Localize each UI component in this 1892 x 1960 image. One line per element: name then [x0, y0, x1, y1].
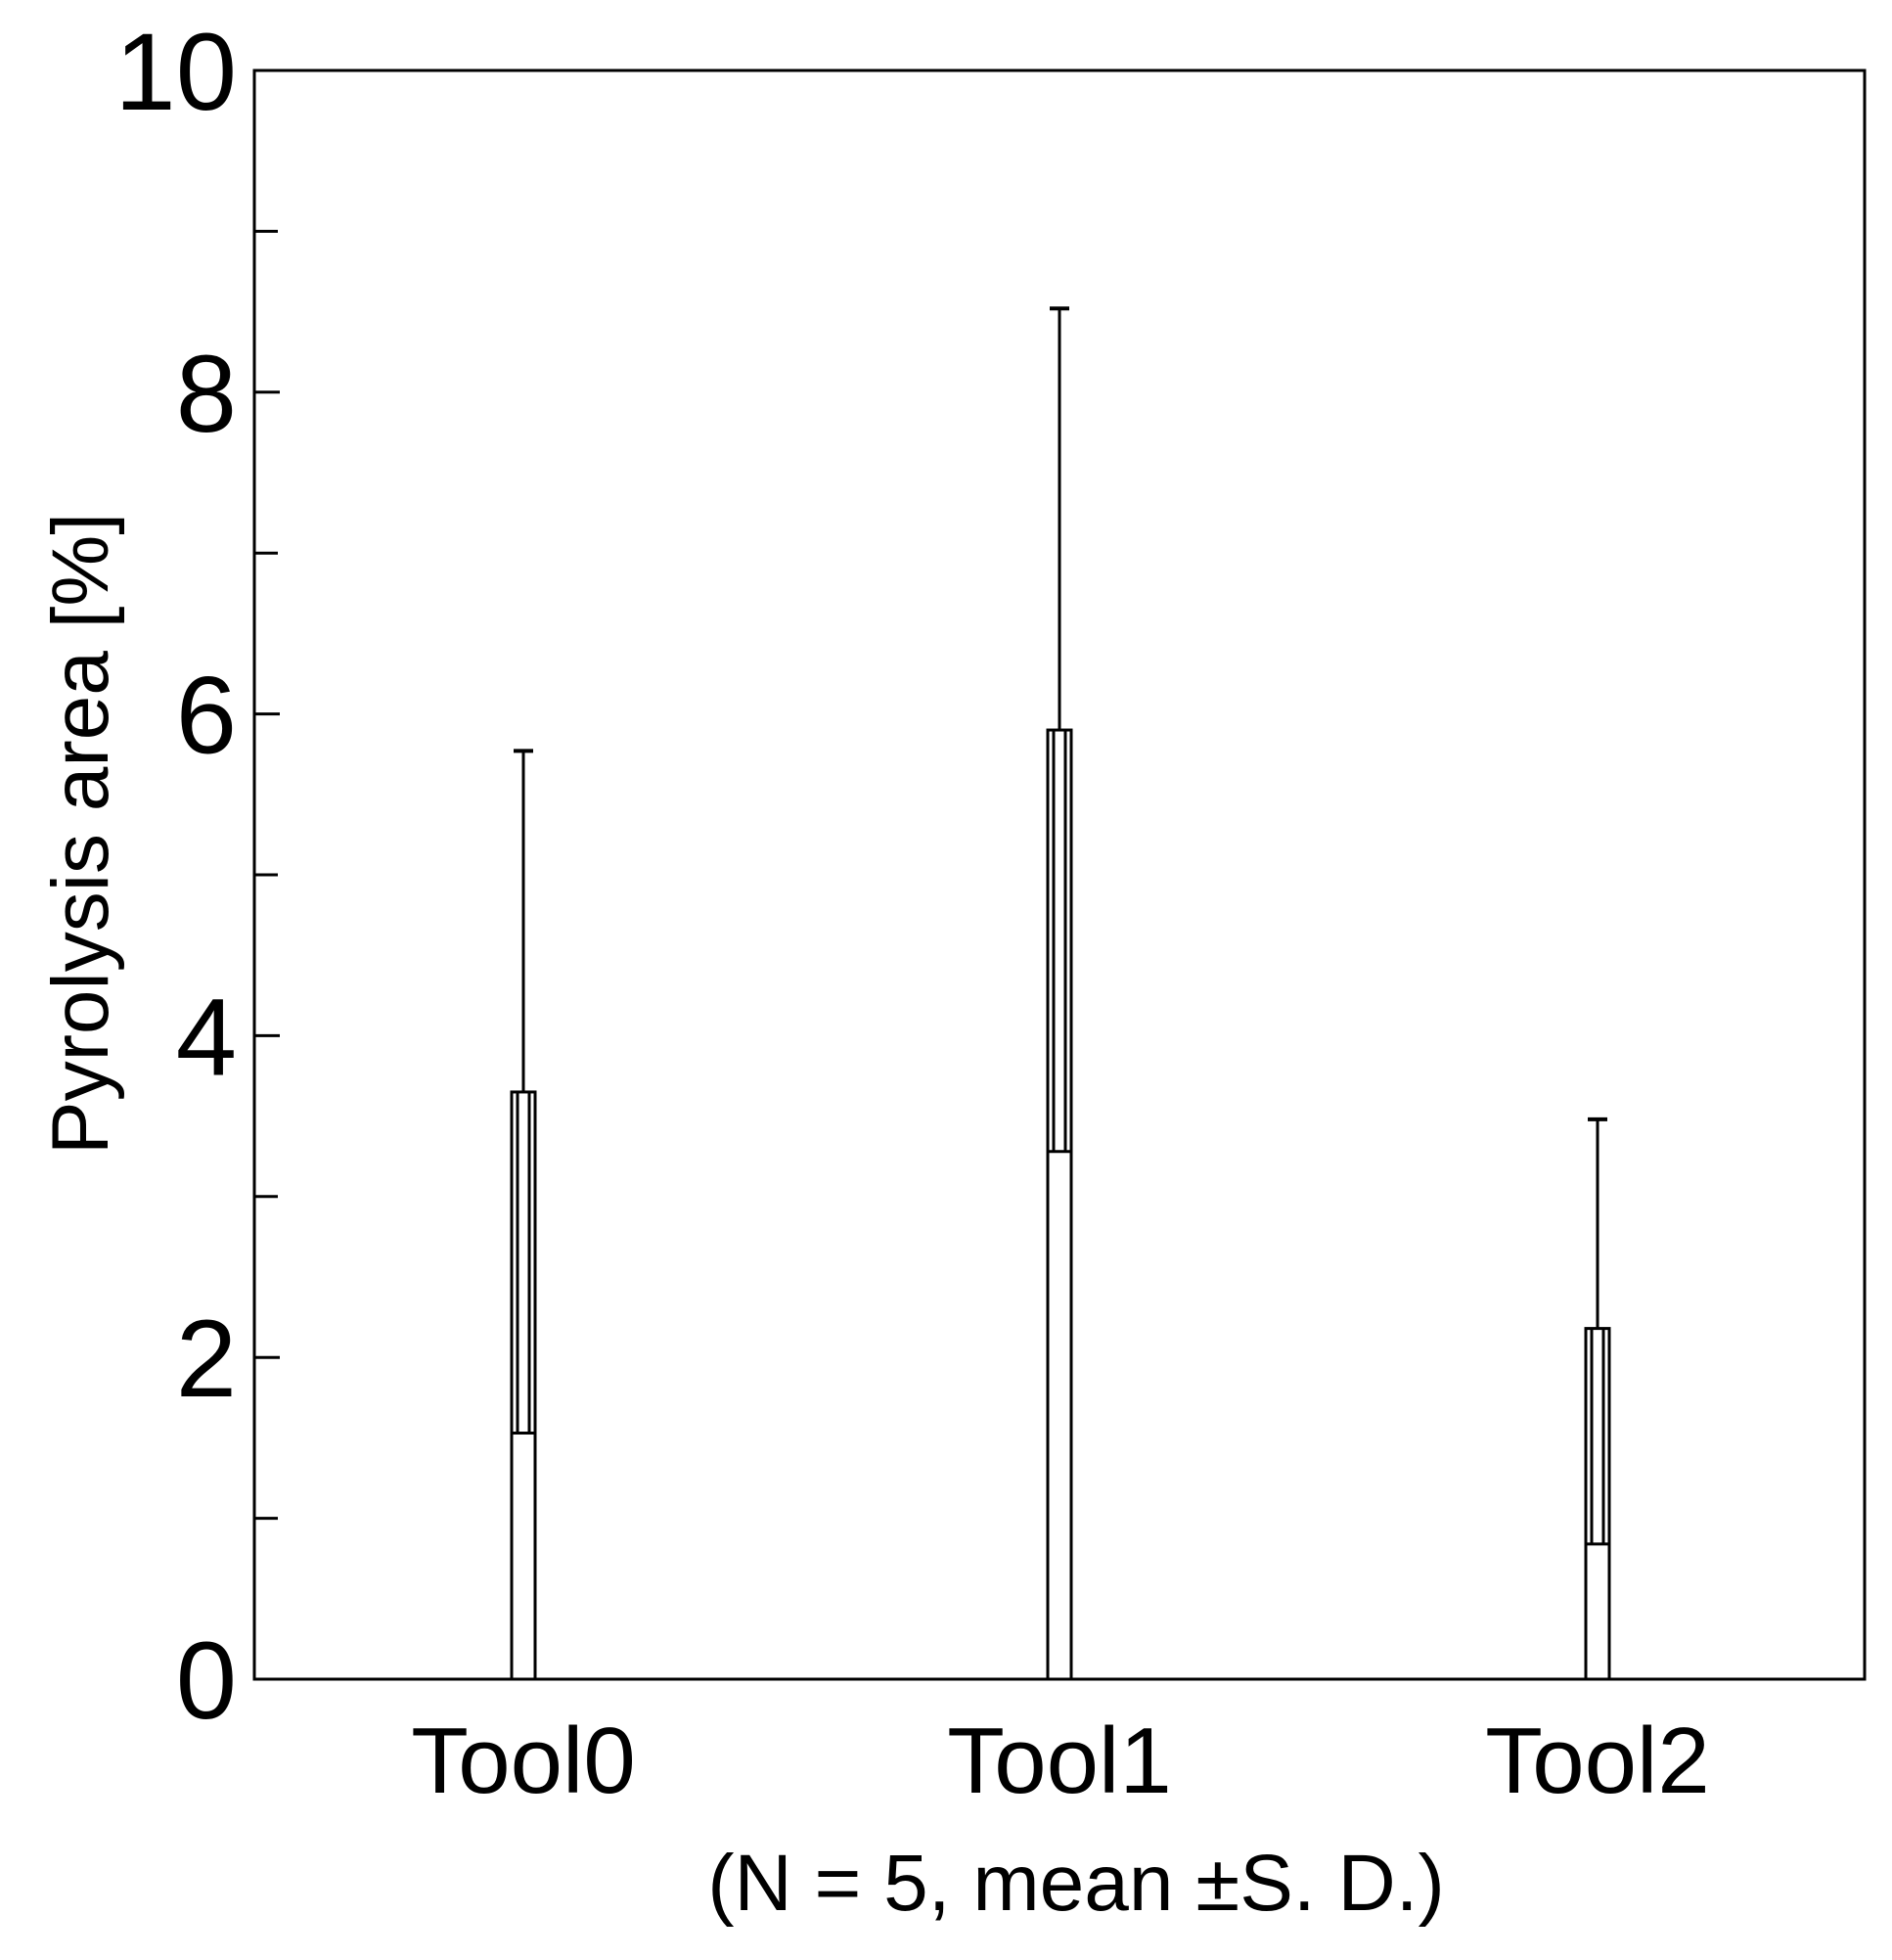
bars — [510, 728, 1611, 1681]
plot-frame — [252, 68, 1867, 1681]
bar-Tool2 — [1584, 1327, 1611, 1681]
error-bar-Tool1 — [1048, 306, 1071, 1154]
error-bar-Tool2 — [1586, 1117, 1609, 1546]
bar-Tool0 — [510, 1090, 537, 1681]
y-tick-label-0: 0 — [176, 1619, 237, 1742]
x-axis-title: (N = 5, mean ±S. D.) — [707, 1839, 1445, 1928]
y-tick-label-5: 10 — [114, 11, 237, 133]
y-axis-title: Pyrolysis area [%] — [36, 513, 125, 1155]
error-bar-Tool0 — [512, 749, 535, 1435]
x-tick-label-Tool0: Tool0 — [411, 1709, 636, 1813]
y-axis-ticks — [254, 229, 280, 1521]
bar-Tool1 — [1046, 728, 1073, 1681]
x-tick-label-Tool2: Tool2 — [1485, 1709, 1710, 1813]
y-tick-labels: 0 2 4 6 8 10 — [114, 11, 237, 1742]
x-category-labels: Tool0 Tool1 Tool2 — [411, 1709, 1710, 1813]
y-tick-label-4: 8 — [176, 333, 237, 455]
y-tick-label-1: 2 — [176, 1298, 237, 1420]
y-tick-label-2: 4 — [176, 976, 237, 1098]
error-bars — [512, 306, 1609, 1546]
x-tick-label-Tool1: Tool1 — [947, 1709, 1172, 1813]
y-tick-label-3: 6 — [176, 655, 237, 777]
